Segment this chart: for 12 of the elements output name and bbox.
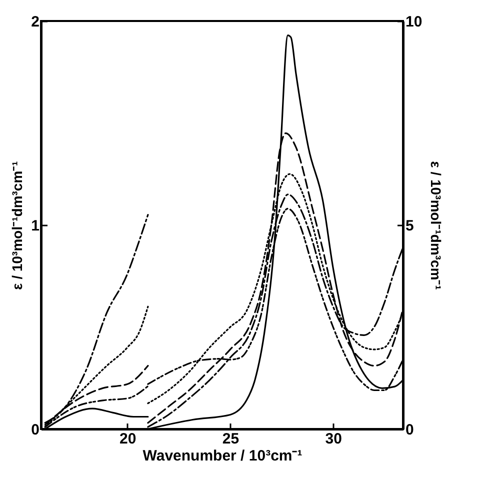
y2-tick-label: 0 (406, 422, 414, 438)
y-axis-title: ε / 10³mol⁻¹dm³cm⁻¹ (9, 160, 26, 290)
x-axis-title: Wavenumber / 10³cm⁻¹ (142, 448, 302, 464)
y-tick-label: 0 (31, 422, 40, 438)
x-tick-label: 25 (222, 430, 240, 448)
y2-tick-label: 10 (406, 14, 422, 30)
y2-axis-title: ε / 10³mol⁻¹dm³cm⁻¹ (428, 161, 444, 290)
x-tick-label: 30 (325, 430, 342, 448)
y-tick-label: 1 (31, 218, 40, 234)
y-tick-label: 2 (31, 14, 40, 30)
x-tick-label: 20 (120, 430, 136, 448)
y2-tick-label: 5 (406, 218, 414, 234)
